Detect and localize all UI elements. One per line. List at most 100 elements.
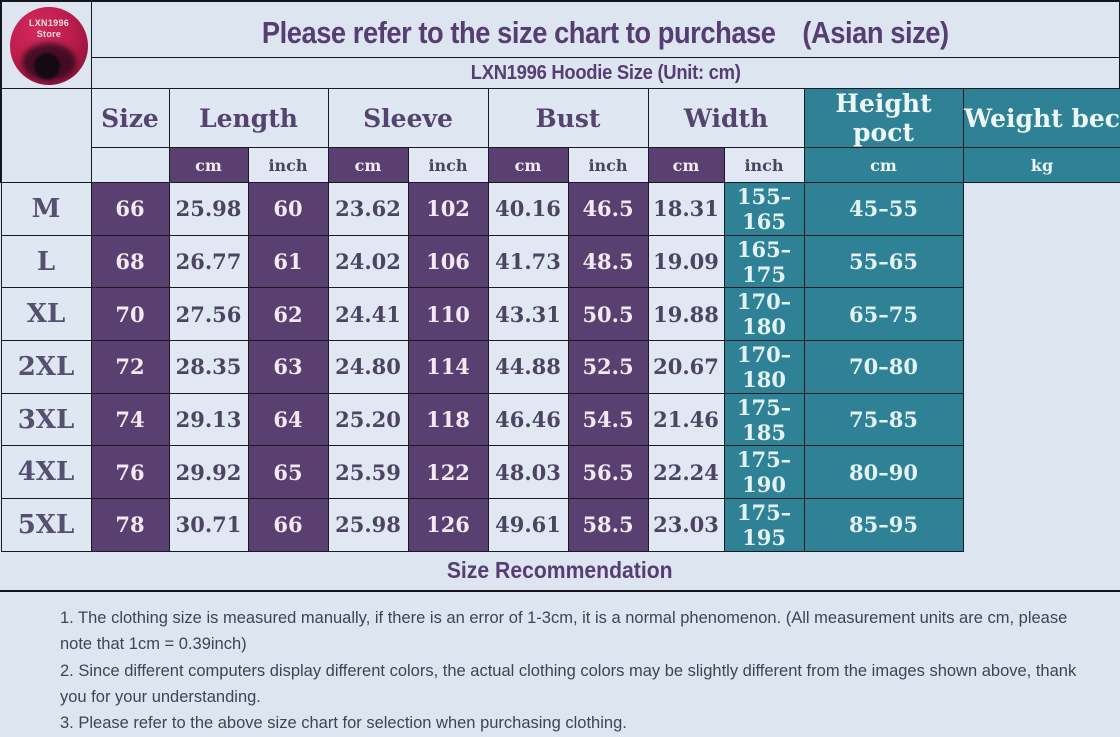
top-header: LXN1996 Store Please refer to the size c… bbox=[0, 0, 1120, 88]
cell-bust-inch: 49.61 bbox=[487, 498, 569, 552]
title-area: Please refer to the size chart to purcha… bbox=[92, 2, 1119, 88]
store-logo-line2: Store bbox=[36, 29, 62, 39]
cell-bust-inch: 41.73 bbox=[487, 234, 569, 289]
cell-width-cm: 46.5 bbox=[567, 182, 649, 236]
size-label: L bbox=[0, 234, 92, 289]
cell-length-inch: 25.98 bbox=[168, 182, 249, 236]
cell-weight-range: 85–95 bbox=[803, 498, 964, 552]
col-header-width: Width bbox=[647, 88, 805, 148]
cell-length-inch: 30.71 bbox=[168, 498, 249, 552]
cell-bust-inch: 48.03 bbox=[487, 445, 569, 500]
size-label: 2XL bbox=[0, 340, 92, 394]
store-logo-line1: LXN1996 bbox=[28, 18, 70, 28]
cell-sleeve-cm: 65 bbox=[247, 445, 329, 500]
subheader-width-inch: inch bbox=[723, 147, 805, 183]
size-recommendation-title: Size Recommendation bbox=[447, 557, 673, 584]
subheader-bust-inch: inch bbox=[567, 147, 649, 183]
cell-length-inch: 27.56 bbox=[168, 287, 249, 342]
cell-sleeve-inch: 25.59 bbox=[327, 445, 409, 500]
cell-weight-range: 80–90 bbox=[803, 445, 964, 500]
cell-bust-cm: 106 bbox=[407, 234, 489, 289]
cell-sleeve-cm: 63 bbox=[247, 340, 329, 394]
cell-height-range: 175–190 bbox=[723, 445, 805, 500]
table-row: 2XL 72 28.35 63 24.80 114 44.88 52.5 20.67 170–18… bbox=[0, 340, 1120, 394]
cell-sleeve-inch: 24.80 bbox=[327, 340, 409, 394]
subheader-length-inch: inch bbox=[247, 147, 329, 183]
cell-weight-range: 70–80 bbox=[803, 340, 964, 394]
size-chart-table: Size Length Sleeve Bust Width Height poc… bbox=[0, 88, 1120, 552]
cell-bust-inch: 40.16 bbox=[487, 182, 569, 236]
cell-length-inch: 29.92 bbox=[168, 445, 249, 500]
table-row: 4XL 76 29.92 65 25.59 122 48.03 56.5 22.24 175–19… bbox=[0, 445, 1120, 500]
cell-width-cm: 50.5 bbox=[567, 287, 649, 342]
cell-bust-inch: 43.31 bbox=[487, 287, 569, 342]
page-title: Please refer to the size chart to purcha… bbox=[262, 15, 949, 50]
cell-sleeve-inch: 25.20 bbox=[327, 392, 409, 447]
cell-sleeve-cm: 66 bbox=[247, 498, 329, 552]
cell-width-inch: 21.46 bbox=[647, 392, 725, 447]
cell-sleeve-cm: 64 bbox=[247, 392, 329, 447]
cell-length-cm: 76 bbox=[90, 445, 170, 500]
store-logo-text: LXN1996 Store bbox=[10, 18, 88, 40]
size-label: 5XL bbox=[0, 498, 92, 552]
cell-bust-cm: 122 bbox=[407, 445, 489, 500]
notes-section: 1. The clothing size is measured manuall… bbox=[0, 592, 1120, 737]
table-row: 5XL 78 30.71 66 25.98 126 49.61 58.5 23.03 175–19… bbox=[0, 498, 1120, 552]
col-header-height: Height poct bbox=[803, 88, 964, 148]
cell-sleeve-inch: 25.98 bbox=[327, 498, 409, 552]
cell-height-range: 175–185 bbox=[723, 392, 805, 447]
subheader-sleeve-inch: inch bbox=[407, 147, 489, 183]
cell-width-cm: 48.5 bbox=[567, 234, 649, 289]
table-left-gutter bbox=[0, 88, 92, 183]
cell-length-cm: 70 bbox=[90, 287, 170, 342]
subtitle-row: LXN1996 Hoodie Size (Unit: cm) bbox=[92, 58, 1119, 88]
cell-weight-range: 65–75 bbox=[803, 287, 964, 342]
size-label: XL bbox=[0, 287, 92, 342]
cell-length-inch: 29.13 bbox=[168, 392, 249, 447]
title-row: Please refer to the size chart to purcha… bbox=[92, 2, 1119, 58]
cell-sleeve-cm: 62 bbox=[247, 287, 329, 342]
col-header-length: Length bbox=[168, 88, 329, 148]
cell-weight-range: 75–85 bbox=[803, 392, 964, 447]
table-row: XL 70 27.56 62 24.41 110 43.31 50.5 19.88 170–180… bbox=[0, 287, 1120, 342]
cell-width-cm: 56.5 bbox=[567, 445, 649, 500]
cell-height-range: 155–165 bbox=[723, 182, 805, 236]
table-row: L 68 26.77 61 24.02 106 41.73 48.5 19.09 165–175 5… bbox=[0, 234, 1120, 289]
cell-bust-cm: 114 bbox=[407, 340, 489, 394]
size-label: 4XL bbox=[0, 445, 92, 500]
cell-height-range: 170–180 bbox=[723, 287, 805, 342]
subheader-sleeve-cm: cm bbox=[327, 147, 409, 183]
cell-width-inch: 23.03 bbox=[647, 498, 725, 552]
cell-length-cm: 72 bbox=[90, 340, 170, 394]
note-2: 2. Since different computers display dif… bbox=[60, 661, 1077, 706]
cell-bust-inch: 44.88 bbox=[487, 340, 569, 394]
cell-width-cm: 58.5 bbox=[567, 498, 649, 552]
store-logo-cell: LXN1996 Store bbox=[2, 2, 92, 88]
size-label: 3XL bbox=[0, 392, 92, 447]
page-subtitle: LXN1996 Hoodie Size (Unit: cm) bbox=[470, 61, 741, 84]
cell-sleeve-cm: 60 bbox=[247, 182, 329, 236]
cell-bust-inch: 46.46 bbox=[487, 392, 569, 447]
size-recommendation-band: Size Recommendation bbox=[0, 552, 1120, 592]
cell-width-inch: 19.88 bbox=[647, 287, 725, 342]
cell-sleeve-cm: 61 bbox=[247, 234, 329, 289]
cell-length-cm: 78 bbox=[90, 498, 170, 552]
col-header-size: Size bbox=[90, 88, 170, 148]
cell-height-range: 165–175 bbox=[723, 234, 805, 289]
subheader-bust-cm: cm bbox=[487, 147, 569, 183]
cell-sleeve-inch: 24.02 bbox=[327, 234, 409, 289]
cell-width-inch: 18.31 bbox=[647, 182, 725, 236]
cell-width-inch: 19.09 bbox=[647, 234, 725, 289]
cell-width-inch: 20.67 bbox=[647, 340, 725, 394]
col-header-bust: Bust bbox=[487, 88, 649, 148]
cell-width-inch: 22.24 bbox=[647, 445, 725, 500]
cell-width-cm: 52.5 bbox=[567, 340, 649, 394]
cell-bust-cm: 126 bbox=[407, 498, 489, 552]
size-label: M bbox=[0, 182, 92, 236]
note-3: 3. Please refer to the above size chart … bbox=[60, 714, 627, 733]
store-logo: LXN1996 Store bbox=[10, 7, 88, 85]
subheader-weight-kg: kg bbox=[962, 147, 1120, 183]
cell-length-inch: 28.35 bbox=[168, 340, 249, 394]
cell-bust-cm: 110 bbox=[407, 287, 489, 342]
